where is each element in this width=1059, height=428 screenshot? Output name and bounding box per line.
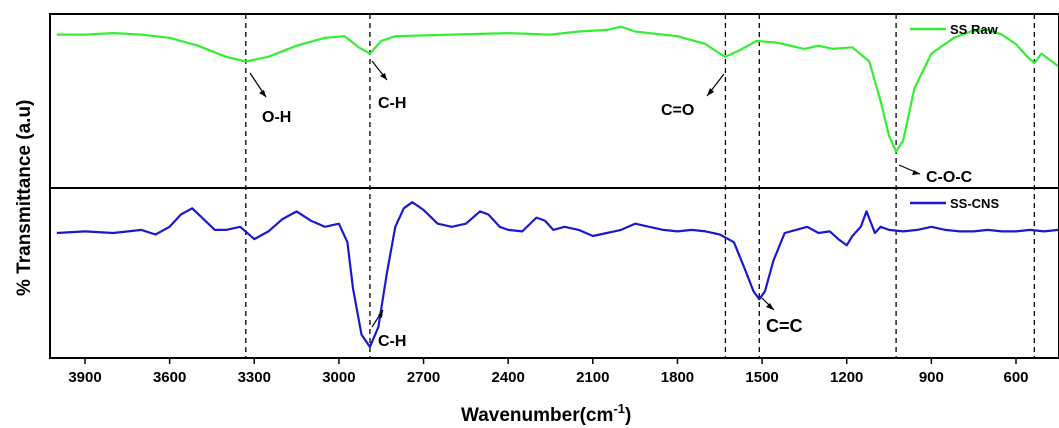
annotation-ch-bottom: C-H	[378, 333, 406, 350]
x-axis-title-superscript: -1	[613, 401, 625, 416]
annotation-oh: O-H	[262, 109, 291, 126]
series-line-ss-cns	[56, 201, 1059, 348]
annotation-arrowhead-ch-bottom	[378, 310, 383, 318]
legend-label-ss-cns: SS-CNS	[950, 196, 999, 211]
x-tick-label: 2100	[576, 369, 609, 386]
annotation-arrowhead-oh	[259, 90, 266, 97]
annotations: O-H C-H C=O C-O-C C-H C=C	[249, 60, 973, 350]
legend-ss-raw: SS Raw	[910, 22, 999, 37]
x-tick-label: 1500	[745, 369, 778, 386]
x-tick-label: 3900	[68, 369, 101, 386]
annotation-arrowhead-co	[707, 88, 714, 96]
x-axis-title-close: )	[625, 405, 631, 426]
plot-frame	[49, 13, 1059, 359]
x-axis-title: Wavenumber(cm-1)	[461, 401, 631, 426]
annotation-co: C=O	[661, 102, 694, 119]
legend-label-ss-raw: SS Raw	[950, 22, 999, 37]
x-tick-label: 2700	[407, 369, 440, 386]
x-tick-label: 2400	[491, 369, 524, 386]
legend-ss-cns: SS-CNS	[910, 196, 999, 211]
annotation-arrowhead-cc	[766, 303, 774, 310]
x-tick-label: 3600	[153, 369, 186, 386]
x-tick-label: 600	[1003, 369, 1028, 386]
annotation-arrowhead-ch-top	[380, 73, 387, 80]
x-tick-label: 1800	[661, 369, 694, 386]
x-tick-label: 900	[919, 369, 944, 386]
x-axis-title-main: Wavenumber(cm	[461, 405, 613, 426]
x-tick-label: 1200	[830, 369, 863, 386]
reference-lines	[245, 14, 1035, 358]
annotation-cc: C=C	[766, 316, 803, 336]
annotation-ch-top: C-H	[378, 95, 406, 112]
series-line-ss-raw	[56, 25, 1059, 153]
x-axis-ticks: 3900 3600 3300 3000 2700 2400 2100 1800 1500 1200…	[68, 358, 1029, 386]
spectra	[56, 25, 1059, 348]
y-axis-title: % Transmittance (a.u)	[14, 100, 35, 296]
annotation-arrowhead-coc	[912, 170, 920, 175]
x-tick-label: 3300	[238, 369, 271, 386]
annotation-coc: C-O-C	[926, 169, 973, 186]
x-tick-label: 3000	[322, 369, 355, 386]
